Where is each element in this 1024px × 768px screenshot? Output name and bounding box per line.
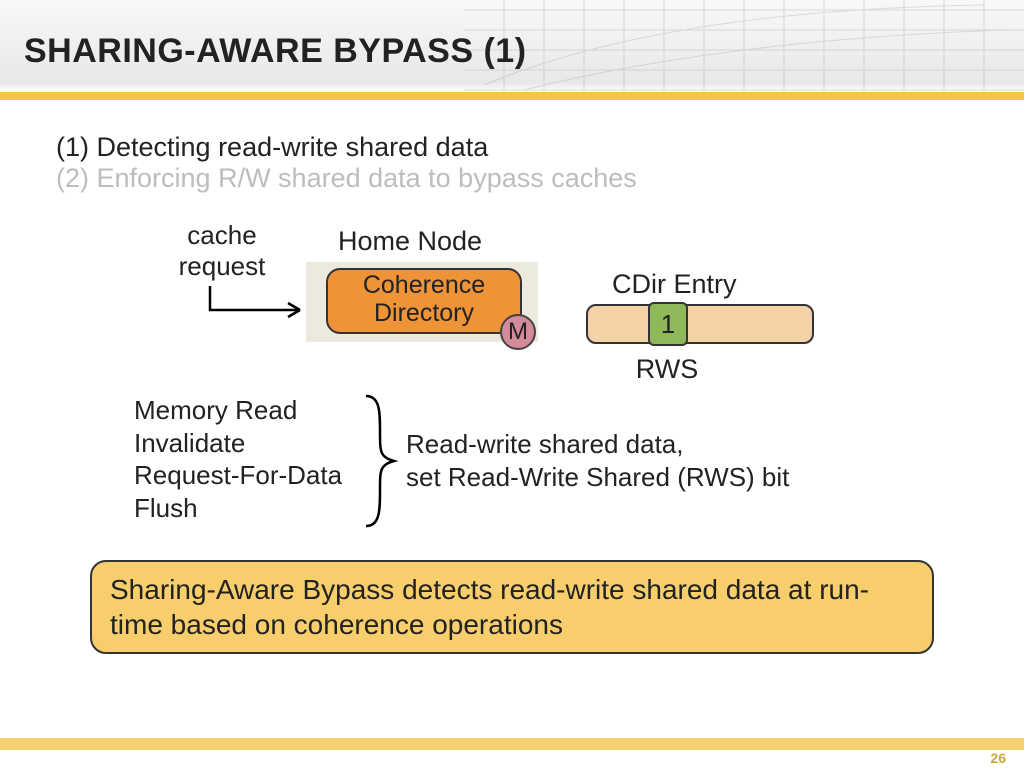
- rws-bit-value: 1: [648, 302, 688, 346]
- coherence-l2: Directory: [374, 299, 474, 327]
- m-state-badge: M: [500, 314, 536, 350]
- cache-request-l2: request: [179, 251, 266, 281]
- coherence-l1: Coherence: [363, 271, 485, 299]
- op-2: Invalidate: [134, 427, 342, 460]
- rws-explain-l1: Read-write shared data,: [406, 428, 789, 461]
- bullet-1: (1) Detecting read-write shared data: [56, 132, 637, 163]
- curly-brace-icon: [360, 392, 400, 530]
- header-grid-decoration: [464, 0, 1024, 92]
- cdir-entry-box: [586, 304, 814, 344]
- bullet-2: (2) Enforcing R/W shared data to bypass …: [56, 163, 637, 194]
- footer-bar: [0, 738, 1024, 750]
- cache-request-l1: cache: [187, 220, 256, 250]
- cache-request-arrow: [178, 284, 318, 334]
- summary-box: Sharing-Aware Bypass detects read-write …: [90, 560, 934, 654]
- cache-request-label: cache request: [162, 220, 282, 282]
- rws-label: RWS: [582, 354, 752, 385]
- op-1: Memory Read: [134, 394, 342, 427]
- cdir-entry-label: CDir Entry: [612, 269, 737, 300]
- bullet-list: (1) Detecting read-write shared data (2)…: [56, 132, 637, 194]
- operation-list: Memory Read Invalidate Request-For-Data …: [134, 394, 342, 524]
- slide-header: SHARING-AWARE BYPASS (1): [0, 0, 1024, 100]
- rws-explain: Read-write shared data, set Read-Write S…: [406, 428, 789, 493]
- home-node-label: Home Node: [338, 226, 482, 257]
- slide-title: SHARING-AWARE BYPASS (1): [24, 32, 527, 71]
- coherence-directory-box: Coherence Directory: [326, 268, 522, 334]
- page-number: 26: [990, 750, 1006, 766]
- rws-explain-l2: set Read-Write Shared (RWS) bit: [406, 461, 789, 494]
- op-4: Flush: [134, 492, 342, 525]
- op-3: Request-For-Data: [134, 459, 342, 492]
